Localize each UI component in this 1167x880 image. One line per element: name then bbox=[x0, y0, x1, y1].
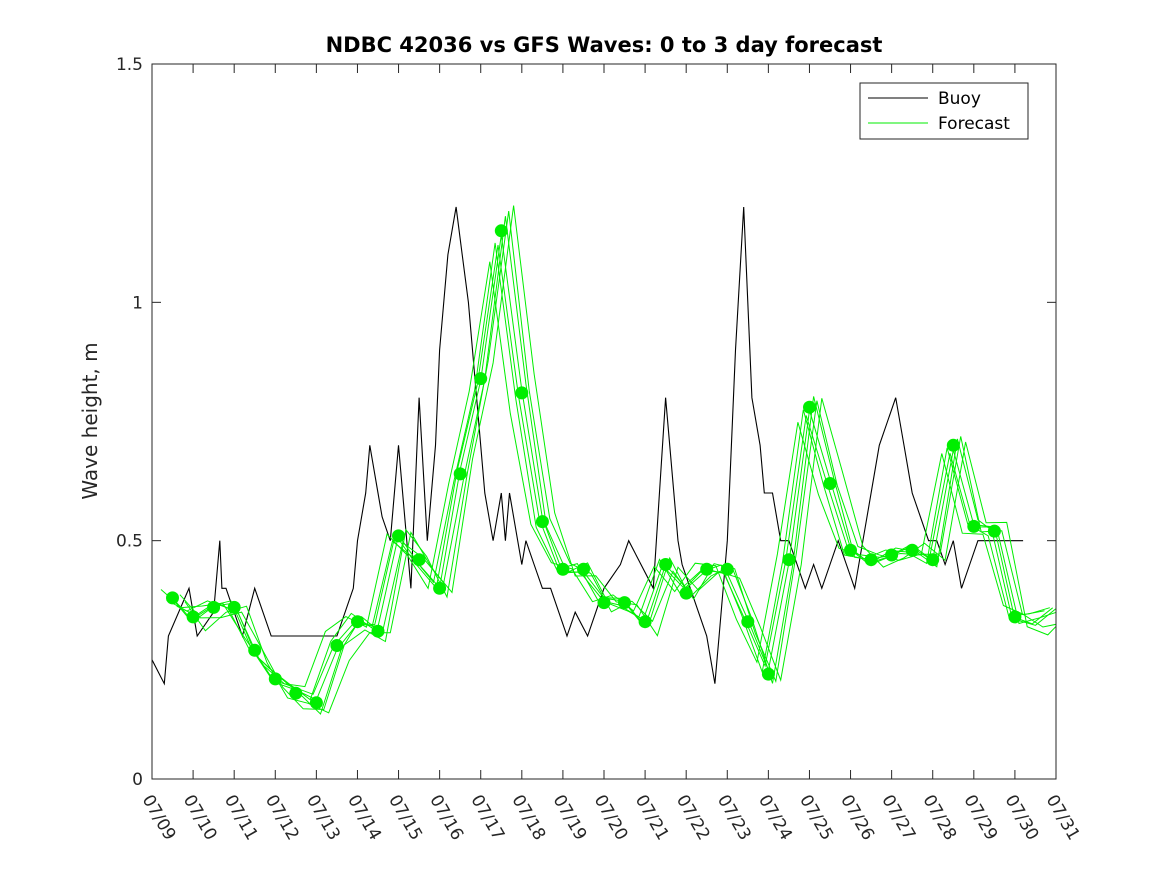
forecast-marker bbox=[946, 438, 960, 452]
legend-label-buoy: Buoy bbox=[938, 89, 981, 109]
forecast-marker bbox=[309, 696, 323, 710]
plot-inner bbox=[152, 205, 1056, 715]
y-tick-label: 0.5 bbox=[116, 532, 143, 552]
forecast-marker bbox=[761, 667, 775, 681]
forecast-marker bbox=[248, 643, 262, 657]
forecast-marker bbox=[905, 543, 919, 557]
forecast-marker bbox=[597, 596, 611, 610]
forecast-marker bbox=[535, 515, 549, 529]
forecast-marker bbox=[864, 553, 878, 567]
forecast-marker bbox=[515, 386, 529, 400]
forecast-marker bbox=[453, 467, 467, 481]
forecast-marker bbox=[351, 615, 364, 629]
legend: Buoy Forecast bbox=[859, 82, 1029, 140]
forecast-marker bbox=[474, 372, 488, 386]
forecast-marker bbox=[392, 529, 405, 543]
forecast-marker bbox=[371, 624, 385, 638]
forecast-marker bbox=[741, 615, 755, 629]
chart-title: NDBC 42036 vs GFS Waves: 0 to 3 day fore… bbox=[326, 33, 883, 57]
plot-area bbox=[152, 205, 1056, 715]
forecast-marker bbox=[782, 553, 796, 567]
y-tick-label: 1 bbox=[132, 293, 143, 313]
forecast-marker bbox=[987, 524, 1001, 538]
y-axis-label: Wave height, m bbox=[78, 342, 102, 499]
forecast-marker bbox=[638, 615, 652, 629]
forecast-marker bbox=[1008, 610, 1022, 624]
y-tick-label: 1.5 bbox=[116, 55, 143, 75]
buoy-line bbox=[152, 206, 1024, 686]
forecast-marker bbox=[823, 477, 837, 490]
forecast-marker bbox=[207, 600, 221, 614]
forecast-marker bbox=[967, 519, 981, 533]
forecast-marker bbox=[330, 639, 344, 652]
forecast-marker bbox=[803, 400, 816, 414]
forecast-marker bbox=[433, 581, 447, 595]
forecast-marker bbox=[289, 686, 303, 700]
forecast-marker bbox=[494, 224, 508, 238]
forecast-marker bbox=[268, 672, 282, 686]
forecast-marker bbox=[679, 586, 693, 600]
forecast-marker bbox=[227, 600, 241, 614]
legend-label-forecast: Forecast bbox=[938, 114, 1010, 134]
forecast-marker bbox=[186, 610, 200, 624]
forecast-marker bbox=[926, 553, 940, 567]
legend-box bbox=[859, 82, 1029, 140]
forecast-marker bbox=[412, 553, 426, 567]
forecast-marker bbox=[885, 548, 899, 562]
y-tick-label: 0 bbox=[132, 770, 143, 790]
forecast-marker bbox=[577, 562, 590, 576]
forecast-marker bbox=[618, 596, 631, 610]
forecast-marker bbox=[844, 543, 857, 557]
forecast-marker bbox=[659, 558, 673, 571]
forecast-marker bbox=[166, 591, 179, 605]
forecast-marker bbox=[720, 562, 734, 576]
forecast-marker bbox=[556, 562, 570, 576]
forecast-marker bbox=[700, 562, 714, 576]
forecast-line bbox=[168, 245, 1054, 695]
